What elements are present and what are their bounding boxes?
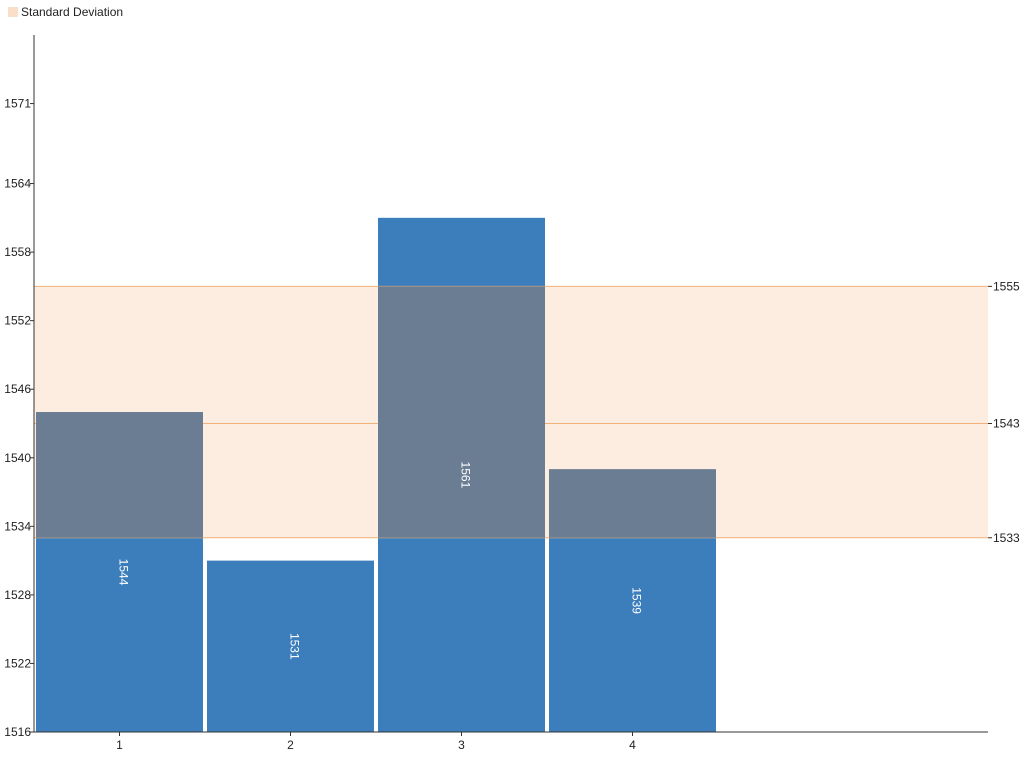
y-tick-label: 1522 bbox=[4, 656, 31, 670]
right-band-label: 1543 bbox=[993, 416, 1020, 430]
bar-2 bbox=[207, 560, 374, 732]
labels-layer: 1544 1531 1561 1539 bbox=[117, 462, 644, 660]
bar-value-label: 1539 bbox=[630, 587, 644, 614]
y-tick-label: 1564 bbox=[4, 177, 31, 191]
bar-value-label: 1561 bbox=[459, 462, 473, 489]
axis-layer: 1516 1522 1528 1534 1540 1546 1552 1558 1564 1571… bbox=[4, 35, 1020, 752]
y-tick-label: 1571 bbox=[4, 97, 31, 111]
bar-overlap-3 bbox=[378, 286, 545, 538]
x-tick-label: 2 bbox=[287, 738, 294, 752]
y-tick-label: 1552 bbox=[4, 314, 31, 328]
y-tick-label: 1546 bbox=[4, 382, 31, 396]
y-tick-label: 1516 bbox=[4, 725, 31, 739]
y-tick-label: 1558 bbox=[4, 245, 31, 259]
right-band-label: 1533 bbox=[993, 531, 1020, 545]
right-band-label: 1555 bbox=[993, 279, 1020, 293]
x-tick-label: 3 bbox=[458, 738, 465, 752]
legend: Standard Deviation bbox=[8, 5, 123, 19]
bar-overlap-1 bbox=[36, 412, 203, 538]
bar-overlap-4 bbox=[549, 469, 716, 538]
x-tick-label: 4 bbox=[629, 738, 636, 752]
x-tick-label: 1 bbox=[116, 738, 123, 752]
y-tick-label: 1534 bbox=[4, 519, 31, 533]
y-tick-label: 1528 bbox=[4, 588, 31, 602]
legend-label: Standard Deviation bbox=[21, 5, 124, 19]
bar-value-label: 1531 bbox=[288, 633, 302, 660]
bar-value-label: 1544 bbox=[117, 559, 131, 586]
y-tick-label: 1540 bbox=[4, 451, 31, 465]
legend-swatch bbox=[8, 7, 18, 17]
